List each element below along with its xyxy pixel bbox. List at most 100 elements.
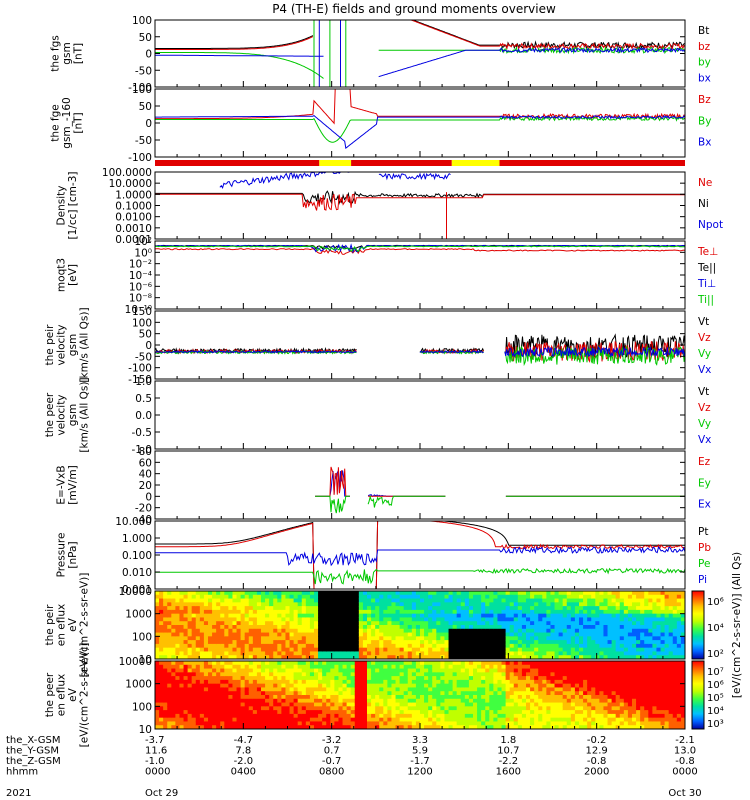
- spectrogram-cell: [248, 713, 254, 719]
- spectrogram-cell: [562, 713, 568, 719]
- spectrogram-cell: [481, 613, 486, 619]
- spectrogram-cell: [473, 643, 478, 649]
- spectrogram-cell: [619, 710, 625, 715]
- spectrogram-cell: [489, 672, 494, 677]
- spectrogram-cell: [497, 602, 503, 607]
- spectrogram-cell: [187, 725, 193, 729]
- spectrogram-cell: [611, 613, 617, 619]
- spectrogram-cell: [187, 672, 193, 677]
- spectrogram-cell: [517, 683, 523, 689]
- spectrogram-cell: [534, 668, 539, 673]
- spectrogram-cell: [175, 679, 181, 685]
- spectrogram-cell: [542, 672, 547, 677]
- spectrogram-cell: [395, 640, 401, 645]
- spectrogram-cell: [383, 710, 388, 715]
- spectrogram-cell: [358, 621, 364, 626]
- spectrogram-cell: [354, 668, 360, 673]
- spectrogram-cell: [285, 676, 291, 681]
- spectrogram-cell: [509, 679, 515, 685]
- spectrogram-cell: [305, 672, 311, 677]
- spectrogram-cell: [338, 613, 344, 619]
- spectrogram-cell: [183, 594, 189, 600]
- spectrogram-cell: [269, 617, 274, 622]
- spectrogram-cell: [387, 713, 393, 719]
- spectrogram-cell: [342, 721, 348, 726]
- spectrogram-cell: [640, 655, 645, 659]
- spectrogram-cell: [163, 695, 168, 700]
- spectrogram-cell: [448, 710, 454, 715]
- spectrogram-cell: [627, 598, 633, 603]
- legend-entry: Ex: [698, 499, 711, 511]
- spectrogram-cell: [668, 602, 674, 607]
- spectrogram-cell: [505, 632, 511, 637]
- spectrogram-cell: [399, 706, 405, 711]
- spectrogram-cell: [672, 647, 678, 653]
- spectrogram-cell: [371, 721, 376, 726]
- spectrogram-cell: [534, 606, 539, 611]
- spectrogram-cell: [232, 721, 238, 726]
- spectrogram-cell: [591, 651, 596, 656]
- spectrogram-cell: [248, 655, 254, 659]
- spectrogram-cell: [240, 695, 246, 700]
- spectrogram-cell: [468, 683, 474, 689]
- spectrogram-cell: [468, 691, 474, 696]
- spectrogram-cell: [371, 717, 376, 723]
- spectrogram-cell: [574, 640, 580, 645]
- spectrogram-cell: [497, 647, 503, 653]
- spectrogram-cell: [517, 617, 523, 622]
- spectrogram-cell: [411, 698, 417, 704]
- spectrogram-cell: [611, 725, 617, 729]
- spectrogram-cell: [212, 664, 217, 670]
- spectrogram-cell: [619, 695, 625, 700]
- spectrogram-cell: [191, 651, 197, 656]
- spectrogram-cell: [607, 702, 613, 707]
- spectrogram-cell: [558, 613, 564, 619]
- spectrogram-cell: [428, 651, 433, 656]
- spectrogram-cell: [301, 628, 307, 634]
- spectrogram-cell: [212, 651, 217, 656]
- spectrogram-cell: [297, 721, 303, 726]
- spectrogram-cell: [232, 628, 238, 634]
- spectrogram-cell: [212, 598, 217, 603]
- spectrogram-cell: [383, 625, 388, 630]
- spectrogram-cell: [501, 628, 507, 634]
- spectrogram-cell: [358, 628, 364, 634]
- spectrogram-cell: [407, 606, 413, 611]
- spectrogram-cell: [285, 713, 291, 719]
- spectrogram-cell: [187, 698, 193, 704]
- spectrogram-cell: [554, 591, 560, 596]
- spectrogram-cell: [542, 668, 547, 673]
- spectrogram-cell: [420, 594, 425, 600]
- spectrogram-cell: [627, 655, 633, 659]
- spectrogram-cell: [375, 661, 380, 666]
- spectrogram-cell: [497, 594, 503, 600]
- spectrogram-cell: [379, 676, 384, 681]
- spectrogram-cell: [236, 617, 242, 622]
- spectrogram-cell: [587, 598, 592, 603]
- spectrogram-cell: [607, 625, 613, 630]
- spectrogram-cell: [485, 676, 490, 681]
- spectrogram-cell: [305, 706, 311, 711]
- spectrogram-cell: [444, 591, 450, 596]
- spectrogram-cell: [167, 695, 172, 700]
- spectrogram-cell: [228, 710, 234, 715]
- spectrogram-cell: [603, 725, 609, 729]
- spectrogram-cell: [415, 621, 421, 626]
- spectrogram-cell: [570, 713, 576, 719]
- spectrogram-cell: [542, 679, 547, 685]
- spectrogram-cell: [216, 606, 221, 611]
- spectrogram-cell: [216, 651, 221, 656]
- spectrogram-cell: [195, 668, 201, 673]
- spectrogram-cell: [265, 672, 270, 677]
- spectrogram-cell: [155, 672, 160, 677]
- spectrogram-cell: [326, 613, 331, 619]
- spectrogram-cell: [330, 702, 335, 707]
- spectrogram-cell: [248, 647, 254, 653]
- spectrogram-cell: [362, 683, 368, 689]
- spectrogram-cell: [232, 625, 238, 630]
- spectrogram-cell: [297, 643, 303, 649]
- spectrogram-cell: [212, 643, 217, 649]
- spectrogram-cell: [501, 636, 507, 641]
- spectrogram-cell: [342, 706, 348, 711]
- spectrogram-cell: [599, 717, 605, 723]
